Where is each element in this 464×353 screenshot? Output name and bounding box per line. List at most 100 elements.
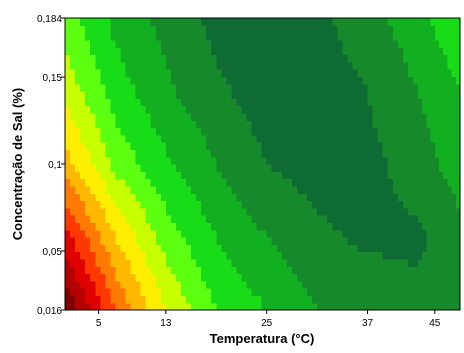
contour-cell [438, 266, 444, 275]
contour-cell [70, 61, 76, 70]
contour-cell [312, 280, 318, 289]
contour-cell [221, 18, 227, 26]
contour-cell [150, 178, 157, 187]
contour-cell [430, 61, 436, 70]
contour-cell [291, 280, 298, 289]
contour-cell [160, 134, 167, 143]
contour-cell [75, 288, 81, 296]
contour-cell [342, 127, 348, 136]
contour-cell [70, 215, 76, 223]
contour-cell [150, 105, 157, 114]
contour-cell [165, 229, 172, 238]
contour-cell [352, 185, 359, 194]
contour-cell [447, 112, 453, 121]
contour-cell [443, 18, 448, 26]
contour-cell [180, 156, 187, 165]
contour-cell [85, 237, 91, 245]
contour-cell [402, 142, 409, 150]
contour-cell [307, 273, 313, 282]
contour-cell [236, 185, 243, 194]
contour-cell [226, 266, 233, 275]
contour-cell [246, 91, 253, 99]
contour-cell [312, 54, 318, 63]
contour-cell [337, 156, 343, 165]
contour-cell [291, 76, 298, 85]
contour-cell [115, 178, 122, 187]
contour-cell [417, 98, 423, 107]
contour-cell [165, 258, 172, 267]
contour-cell [392, 76, 399, 85]
contour-cell [296, 237, 303, 245]
contour-cell [150, 25, 157, 34]
contour-cell [276, 193, 283, 202]
contour-cell [105, 164, 111, 172]
contour-cell [397, 120, 404, 129]
contour-cell [80, 222, 86, 231]
contour-cell [286, 215, 293, 223]
contour-cell [367, 237, 374, 245]
contour-cell [342, 280, 348, 289]
contour-cell [443, 39, 448, 48]
contour-cell [150, 76, 157, 85]
contour-cell [75, 266, 81, 275]
x-tick-label: 13 [160, 318, 172, 329]
contour-cell [201, 273, 207, 282]
contour-cell [392, 120, 399, 129]
contour-cell [337, 178, 343, 187]
contour-cell [261, 98, 268, 107]
contour-cell [322, 76, 328, 85]
contour-cell [110, 47, 117, 56]
contour-cell [291, 32, 298, 41]
contour-cell [451, 105, 457, 114]
contour-cell [434, 251, 440, 260]
contour-cell [115, 142, 122, 150]
contour-cell [317, 200, 323, 209]
contour-cell [281, 91, 288, 99]
contour-cell [337, 244, 343, 253]
contour-cell [115, 112, 122, 121]
contour-cell [261, 149, 268, 158]
contour-cell [286, 185, 293, 194]
contour-cell [322, 244, 328, 253]
contour-cell [327, 149, 333, 158]
contour-cell [165, 302, 172, 311]
contour-cell [105, 134, 111, 143]
contour-cell [231, 280, 238, 289]
contour-cell [85, 266, 91, 275]
contour-cell [281, 237, 288, 245]
contour-cell [402, 134, 409, 143]
contour-cell [286, 47, 293, 56]
contour-cell [201, 91, 207, 99]
contour-cell [327, 91, 333, 99]
contour-cell [165, 76, 172, 85]
contour-cell [276, 142, 283, 150]
contour-cell [352, 207, 359, 216]
contour-cell [261, 32, 268, 41]
contour-cell [256, 91, 263, 99]
contour-cell [382, 273, 389, 282]
contour-cell [266, 120, 273, 129]
contour-cell [434, 18, 440, 26]
contour-cell [372, 251, 379, 260]
contour-cell [357, 164, 364, 172]
contour-cell [332, 185, 338, 194]
contour-cell [236, 273, 243, 282]
contour-cell [145, 229, 152, 238]
contour-cell [286, 98, 293, 107]
contour-cell [216, 207, 222, 216]
contour-cell [186, 127, 192, 136]
contour-cell [135, 69, 142, 77]
contour-cell [302, 120, 308, 129]
contour-cell [251, 280, 258, 289]
contour-cell [241, 302, 248, 311]
contour-cell [135, 164, 142, 172]
contour-cell [251, 105, 258, 114]
contour-cell [422, 200, 427, 209]
contour-cell [160, 207, 167, 216]
contour-cell [65, 32, 71, 41]
contour-cell [281, 280, 288, 289]
contour-cell [251, 61, 258, 70]
contour-cell [170, 91, 177, 99]
contour-cell [417, 288, 423, 296]
contour-cell [337, 273, 343, 282]
